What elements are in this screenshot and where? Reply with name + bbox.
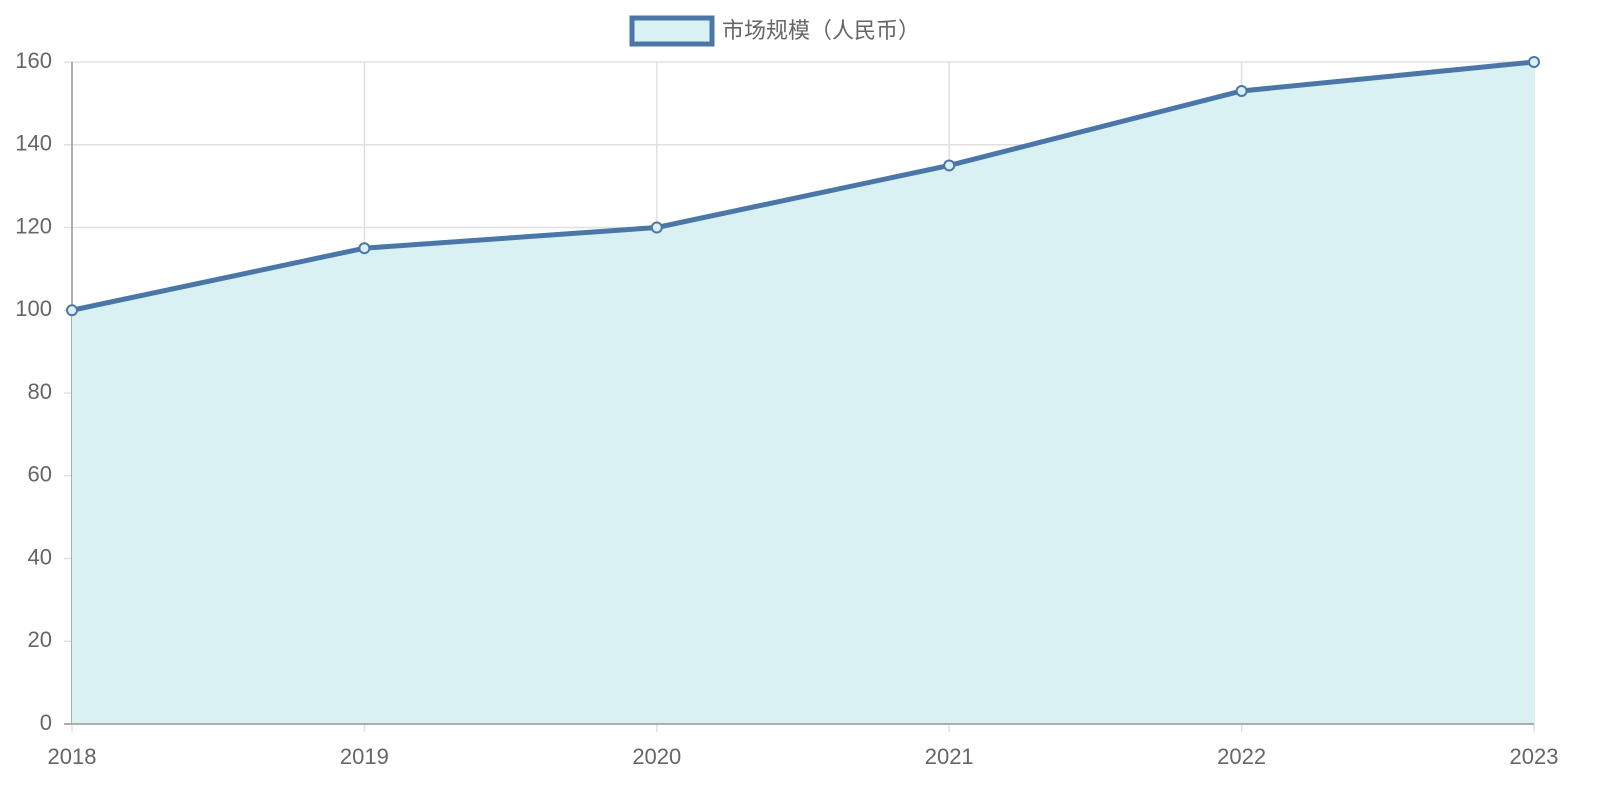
y-tick-label: 60 <box>28 462 52 487</box>
x-tick-label: 2022 <box>1217 744 1266 769</box>
x-tick-label: 2019 <box>340 744 389 769</box>
x-tick-label: 2021 <box>925 744 974 769</box>
point <box>1235 84 1248 97</box>
x-tick-label: 2018 <box>48 744 97 769</box>
point <box>650 221 663 234</box>
area-fill <box>72 62 1534 724</box>
point <box>358 242 371 255</box>
x-tick-label: 2020 <box>632 744 681 769</box>
y-tick-label: 40 <box>28 544 52 569</box>
y-tick-label: 100 <box>15 296 52 321</box>
point <box>943 159 956 172</box>
x-tick-label: 2023 <box>1510 744 1559 769</box>
y-tick-label: 80 <box>28 379 52 404</box>
point <box>1528 56 1540 68</box>
y-tick-label: 0 <box>40 710 52 735</box>
y-tick-label: 160 <box>15 48 52 73</box>
y-tick-label: 20 <box>28 627 52 652</box>
y-tick-label: 140 <box>15 131 52 156</box>
line <box>71 59 1535 313</box>
legend-swatch <box>629 15 715 47</box>
point <box>66 304 78 317</box>
y-tick-label: 120 <box>15 213 52 238</box>
legend-label: 市场规模（人民币） <box>722 18 920 43</box>
